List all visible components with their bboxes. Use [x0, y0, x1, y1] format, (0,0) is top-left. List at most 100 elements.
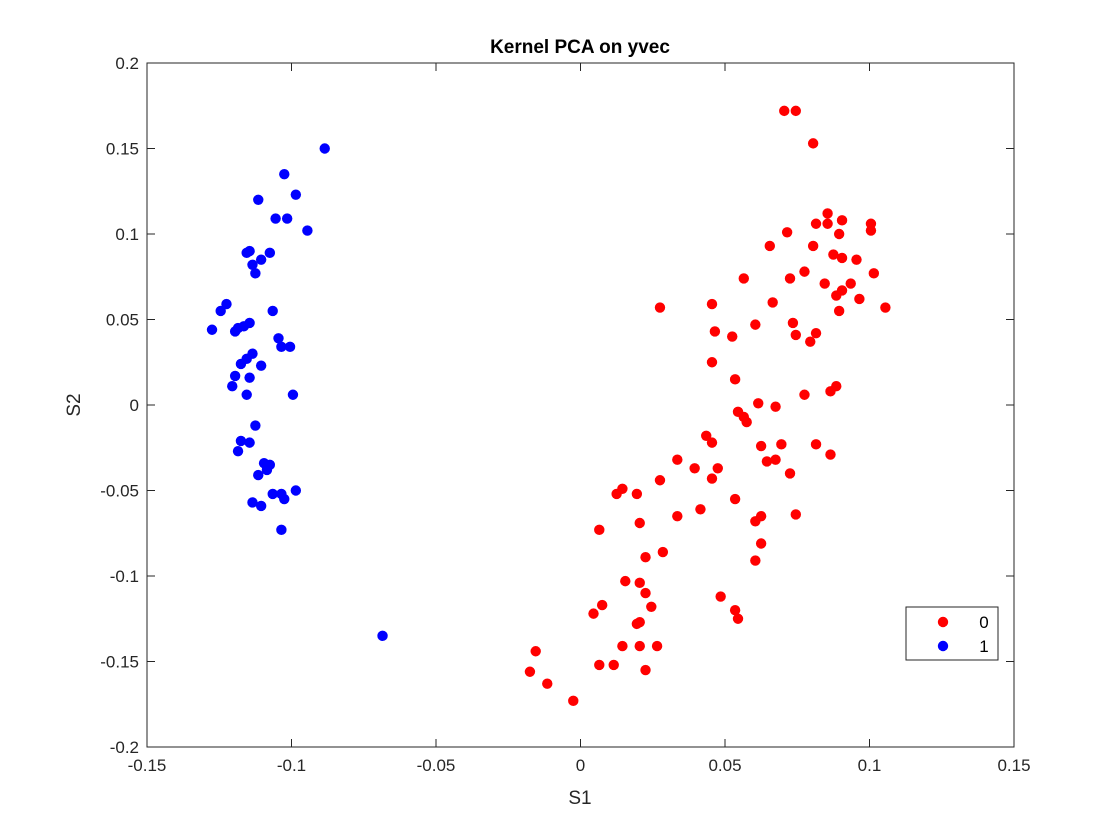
data-point [631, 488, 643, 500]
data-point [755, 440, 767, 452]
data-point [608, 659, 619, 671]
y-tick-label: -0.1 [110, 567, 139, 586]
data-point [770, 454, 781, 465]
data-point [807, 138, 819, 149]
data-point [706, 298, 718, 310]
data-point [302, 225, 313, 236]
data-point [221, 298, 232, 310]
data-point [805, 336, 816, 347]
data-point [640, 587, 651, 599]
data-point [276, 341, 287, 353]
x-tick-label: 0.05 [708, 756, 741, 775]
legend: 01 [905, 606, 999, 661]
data-point [596, 599, 608, 611]
data-point [672, 454, 683, 465]
data-point [594, 659, 605, 671]
data-point [865, 225, 877, 236]
data-point [267, 488, 278, 500]
legend-marker [937, 640, 949, 652]
data-point [851, 254, 862, 265]
data-point [640, 664, 651, 676]
data-point [264, 247, 276, 259]
data-point [568, 695, 579, 707]
x-tick-label: 0.15 [997, 756, 1030, 775]
x-axis: -0.15 -0.1 -0.05 0 0.05 0.1 0.15 [128, 63, 1031, 775]
data-point [810, 439, 822, 450]
legend-label: 0 [979, 613, 988, 632]
data-point [770, 401, 781, 412]
data-point [250, 268, 261, 279]
data-point [706, 437, 718, 448]
data-point [229, 326, 241, 337]
data-point [279, 168, 290, 180]
data-point [270, 213, 281, 224]
data-point [845, 278, 856, 289]
data-point [654, 302, 666, 313]
data-point [542, 678, 553, 689]
data-point [729, 374, 741, 385]
data-point [229, 370, 241, 382]
y-tick-label: 0.05 [106, 311, 139, 330]
legend-marker [937, 616, 949, 628]
data-point [799, 389, 810, 400]
legend-box [905, 606, 999, 661]
series-0 [524, 105, 891, 707]
data-point [255, 500, 267, 512]
data-point [287, 389, 299, 400]
x-tick-label: -0.05 [417, 756, 456, 775]
data-point [253, 194, 264, 205]
data-point [620, 575, 631, 587]
data-point [611, 488, 622, 500]
data-point [715, 591, 726, 602]
data-point [634, 616, 645, 628]
data-point [654, 475, 666, 486]
x-tick-label: 0 [576, 756, 585, 775]
data-point [767, 297, 778, 308]
data-point [235, 435, 247, 447]
data-point [709, 326, 721, 337]
data-point [836, 215, 848, 226]
data-point [727, 331, 738, 342]
data-point [868, 268, 880, 279]
data-point [241, 389, 252, 400]
data-point [319, 143, 330, 154]
data-point [284, 341, 296, 353]
y-tick-label: 0 [130, 396, 139, 415]
data-point [825, 386, 836, 397]
x-tick-label: -0.15 [128, 756, 167, 775]
data-point [657, 546, 669, 558]
data-point [215, 305, 226, 317]
data-point [244, 437, 255, 448]
x-axis-label: S1 [568, 788, 591, 809]
data-point [594, 524, 605, 536]
data-point [790, 509, 802, 520]
data-point [807, 240, 819, 252]
data-point [250, 420, 261, 431]
data-point [253, 469, 264, 481]
data-point [750, 516, 761, 527]
data-point [810, 327, 822, 339]
data-point [836, 252, 848, 264]
data-point [833, 305, 845, 317]
data-point [238, 321, 250, 332]
legend-label: 1 [979, 637, 988, 656]
y-tick-label: 0.1 [115, 225, 139, 244]
y-tick-label: -0.2 [110, 738, 139, 757]
data-point [255, 254, 267, 265]
data-point [712, 463, 723, 474]
data-point [640, 551, 651, 563]
series-1 [206, 143, 388, 642]
data-point [244, 245, 255, 257]
data-point [244, 372, 255, 383]
data-point [695, 504, 706, 515]
data-point [290, 189, 302, 200]
data-point [750, 319, 761, 330]
data-point [755, 538, 767, 549]
data-point [828, 249, 839, 260]
x-tick-label: 0.1 [858, 756, 882, 775]
data-point [634, 577, 645, 589]
x-tick-label: -0.1 [277, 756, 306, 775]
y-tick-label: -0.15 [100, 653, 139, 672]
data-point [764, 240, 775, 252]
data-point [247, 497, 258, 508]
